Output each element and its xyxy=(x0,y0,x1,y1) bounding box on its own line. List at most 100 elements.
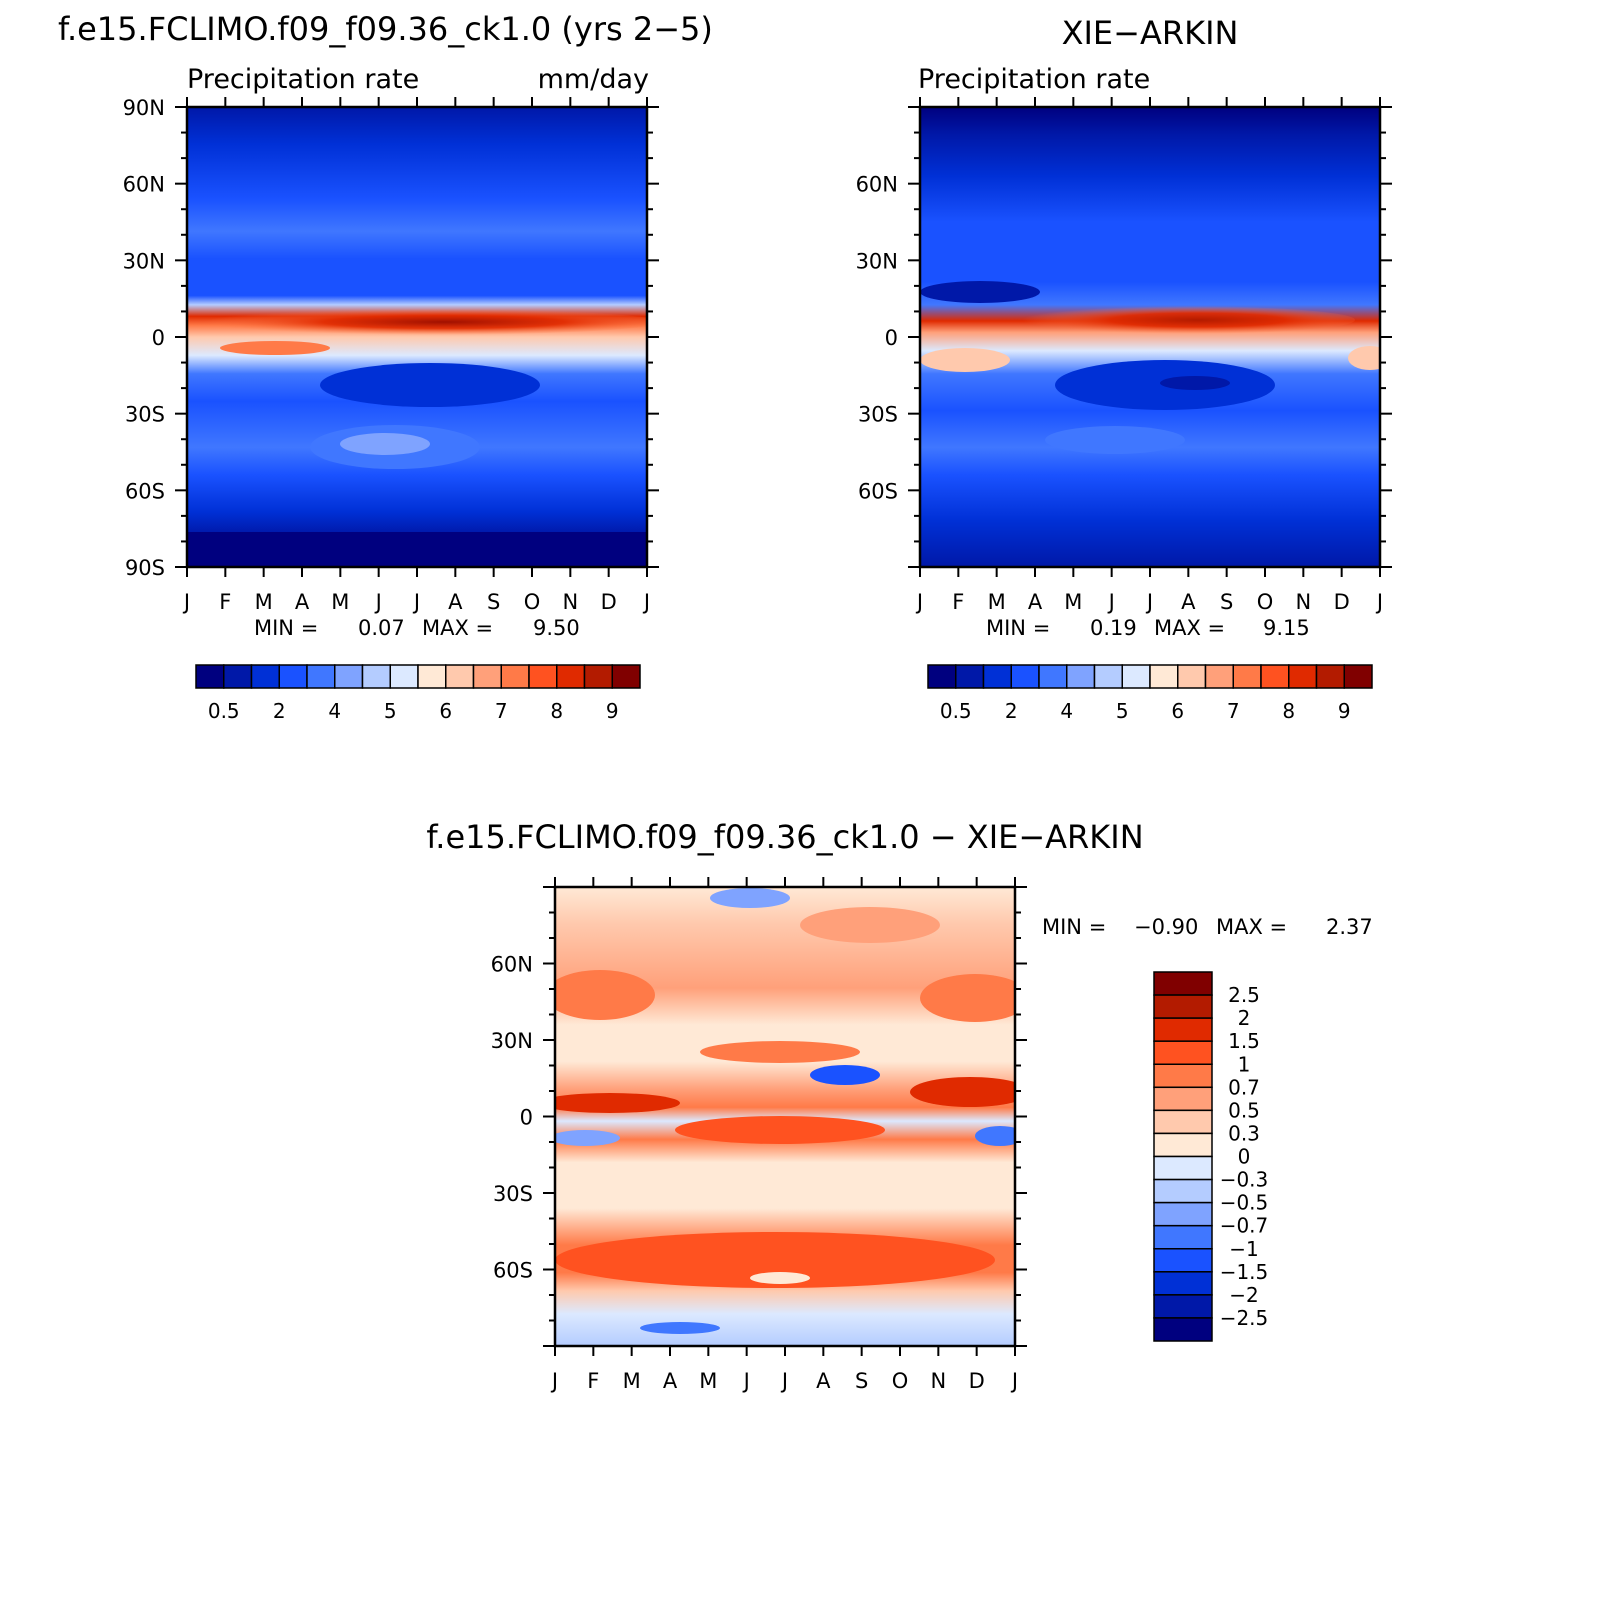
colorbar-swatch xyxy=(982,664,1012,689)
colorbar-label: 0.5 xyxy=(940,699,972,723)
colorbar-swatch xyxy=(1153,1201,1213,1227)
colorbar-swatch xyxy=(1149,664,1179,689)
x-tick-label: D xyxy=(601,590,617,614)
colorbar-swatch xyxy=(927,664,957,689)
colorbar-label: −0.3 xyxy=(1220,1168,1269,1192)
colorbar-label: 0.5 xyxy=(208,699,240,723)
panel-diff-min-label: MIN = xyxy=(1042,915,1106,939)
y-tick-label: 0 xyxy=(152,326,165,350)
panel-diff-colorbar: 2.521.510.70.50.30−0.3−0.5−0.7−1−1.5−2−2… xyxy=(1153,971,1269,1342)
colorbar-swatch xyxy=(1153,1178,1213,1204)
colorbar-label: −0.7 xyxy=(1220,1214,1269,1238)
colorbar-swatch xyxy=(278,664,308,689)
panel-model-min-value: 0.07 xyxy=(358,616,405,640)
colorbar-swatch xyxy=(583,664,613,689)
colorbar-swatch xyxy=(1153,1294,1213,1319)
colorbar-swatch xyxy=(472,664,502,689)
panel-model-precip: f.e15.FCLIMO.f09_f09.36_ck1.0 (yrs 2−5) … xyxy=(58,10,713,723)
x-tick-label: M xyxy=(331,590,349,614)
x-tick-label: D xyxy=(1334,590,1350,614)
colorbar-swatch xyxy=(1066,664,1096,689)
x-tick-label: N xyxy=(562,590,578,614)
panel-diff-contour-field xyxy=(555,887,1015,1346)
colorbar-label: 0.3 xyxy=(1228,1121,1260,1145)
colorbar-label: −1.5 xyxy=(1220,1260,1269,1284)
colorbar-label: 0.5 xyxy=(1228,1098,1260,1122)
colorbar-swatch xyxy=(1343,664,1373,689)
x-tick-label: S xyxy=(1220,590,1233,614)
panel-model-min-label: MIN = xyxy=(254,616,318,640)
colorbar-swatch xyxy=(389,664,419,689)
colorbar-swatch xyxy=(1177,664,1207,689)
panel-model-units: mm/day xyxy=(538,64,649,95)
x-tick-label: O xyxy=(1257,590,1274,614)
colorbar-label: 6 xyxy=(439,699,452,723)
panel-diff-max-value: 2.37 xyxy=(1326,915,1373,939)
panel-obs-max-value: 9.15 xyxy=(1263,616,1310,640)
colorbar-label: 2 xyxy=(1238,1006,1251,1030)
colorbar-label: 9 xyxy=(606,699,619,723)
panel-model-max-value: 9.50 xyxy=(533,616,580,640)
x-tick-label: S xyxy=(855,1369,868,1393)
colorbar-label: 8 xyxy=(1282,699,1295,723)
panel-model-max-label: MAX = xyxy=(422,616,493,640)
panel-obs-min-value: 0.19 xyxy=(1090,616,1137,640)
x-tick-label: J xyxy=(550,1369,558,1393)
colorbar-swatch xyxy=(1153,1132,1213,1158)
panel-obs-max-label: MAX = xyxy=(1154,616,1225,640)
panel-model-left-subtitle: Precipitation rate xyxy=(187,64,419,95)
panel-diff-max-label: MAX = xyxy=(1216,915,1287,939)
x-tick-label: N xyxy=(1295,590,1311,614)
y-tick-label: 30S xyxy=(493,1182,533,1206)
x-tick-label: M xyxy=(988,590,1006,614)
panel-diff-min-value: −0.90 xyxy=(1134,915,1198,939)
colorbar-swatch xyxy=(417,664,447,689)
y-tick-label: 60S xyxy=(493,1259,533,1283)
colorbar-swatch xyxy=(1153,1317,1213,1342)
colorbar-swatch xyxy=(1153,1086,1213,1112)
panel-obs-colorbar: 0.5 2 4 5 6 7 8 9 xyxy=(927,664,1373,723)
colorbar-swatch xyxy=(1153,1109,1213,1135)
colorbar-swatch xyxy=(1153,1155,1213,1181)
colorbar-label: 0 xyxy=(1238,1145,1251,1169)
colorbar-swatch xyxy=(361,664,391,689)
colorbar-label: −2.5 xyxy=(1220,1306,1269,1330)
y-tick-label: 0 xyxy=(520,1106,533,1130)
x-tick-label: F xyxy=(587,1369,599,1393)
colorbar-label: 7 xyxy=(1227,699,1240,723)
colorbar-label: 2 xyxy=(273,699,286,723)
colorbar-swatch xyxy=(1153,1017,1213,1042)
x-tick-label: M xyxy=(699,1369,717,1393)
colorbar-label: 2 xyxy=(1005,699,1018,723)
colorbar-label: 1 xyxy=(1238,1052,1251,1076)
colorbar-swatch xyxy=(306,664,336,689)
panel-obs-min-label: MIN = xyxy=(986,616,1050,640)
colorbar-swatch xyxy=(250,664,280,689)
colorbar-swatch xyxy=(1232,664,1262,689)
y-tick-label: 60S xyxy=(858,479,898,503)
x-tick-label: F xyxy=(219,590,231,614)
colorbar-swatch xyxy=(1204,664,1234,689)
x-tick-label: J xyxy=(182,590,190,614)
colorbar-label: −0.5 xyxy=(1220,1191,1269,1215)
y-tick-label: 90N xyxy=(123,96,165,120)
colorbar-swatch xyxy=(445,664,475,689)
colorbar-swatch xyxy=(1153,1248,1213,1273)
colorbar-label: 0.7 xyxy=(1228,1075,1260,1099)
y-tick-label: 60S xyxy=(125,479,165,503)
panel-obs-title: XIE−ARKIN xyxy=(1062,14,1239,52)
colorbar-label: 5 xyxy=(384,699,397,723)
y-tick-label: 0 xyxy=(885,326,898,350)
x-tick-label: N xyxy=(930,1369,946,1393)
colorbar-label: 7 xyxy=(495,699,508,723)
panel-model-title: f.e15.FCLIMO.f09_f09.36_ck1.0 (yrs 2−5) xyxy=(58,10,713,48)
colorbar-swatch xyxy=(1010,664,1040,689)
colorbar-swatch xyxy=(528,664,558,689)
x-tick-label: J xyxy=(1010,1369,1018,1393)
x-tick-label: A xyxy=(295,590,310,614)
colorbar-swatch xyxy=(1121,664,1151,689)
colorbar-label: 8 xyxy=(550,699,563,723)
panel-obs-left-subtitle: Precipitation rate xyxy=(918,64,1150,95)
